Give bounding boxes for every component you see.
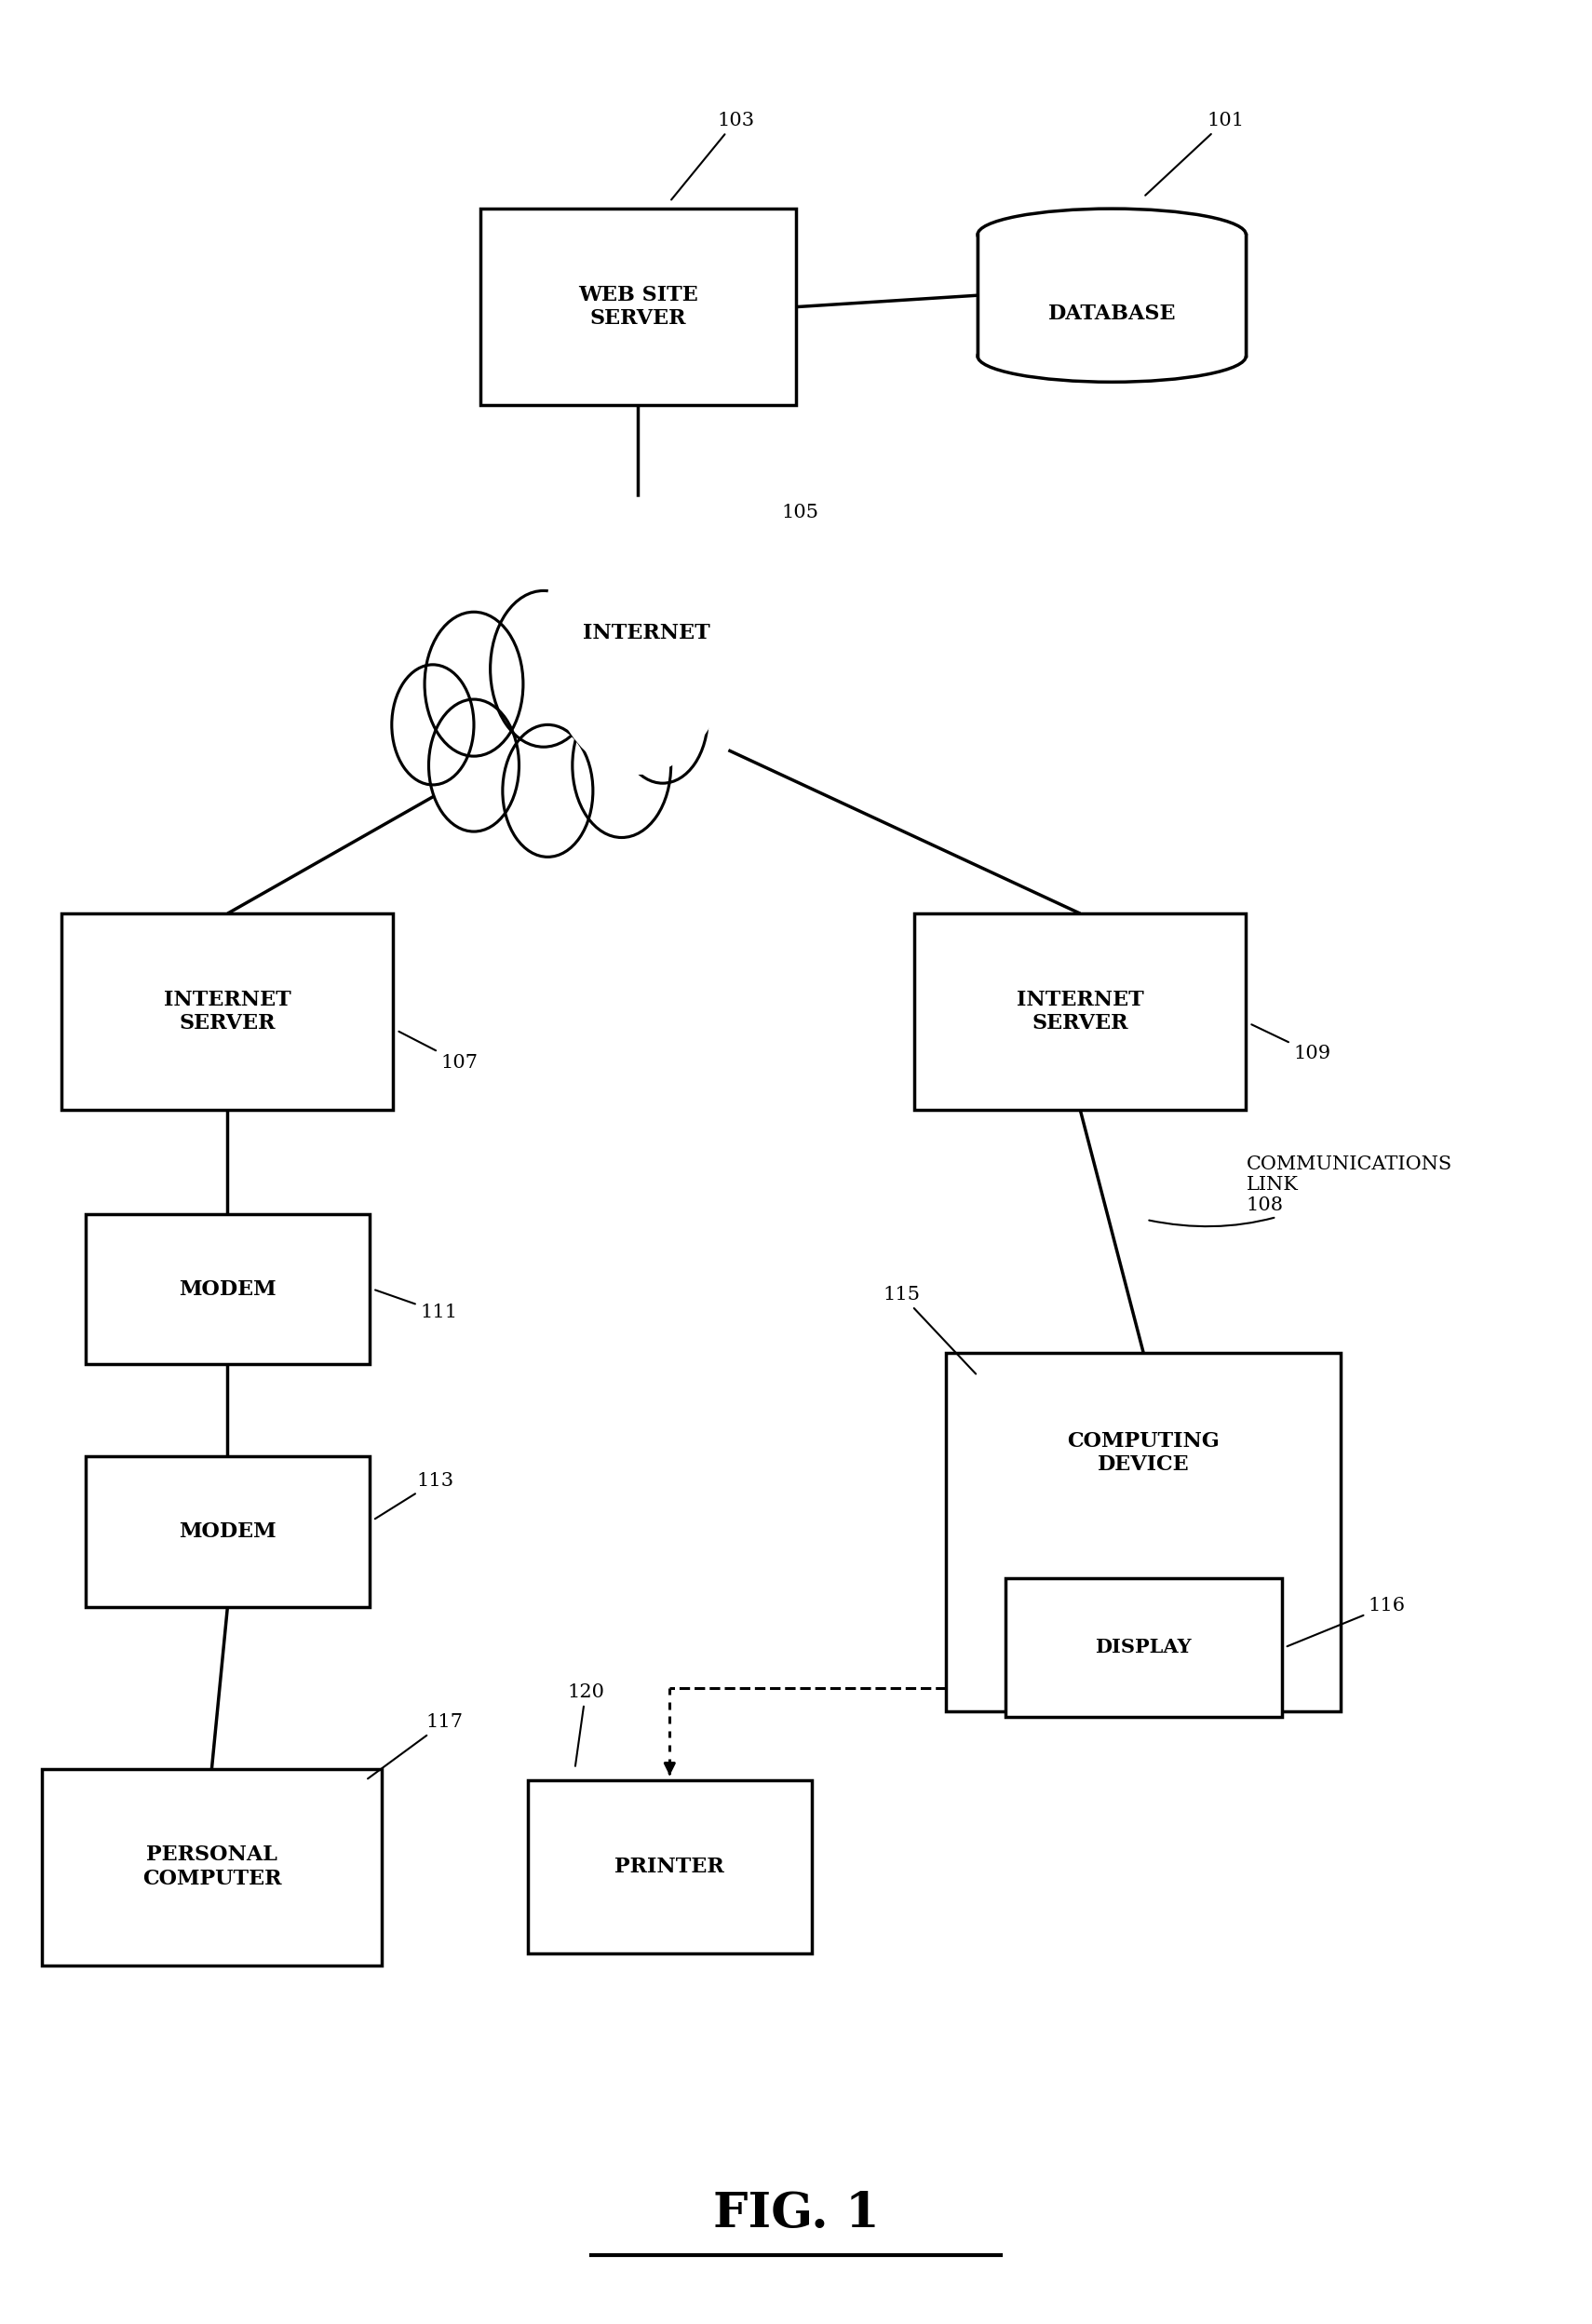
Text: WEB SITE
SERVER: WEB SITE SERVER: [578, 286, 697, 330]
Text: 109: 109: [1251, 1025, 1331, 1062]
Ellipse shape: [977, 209, 1247, 260]
Bar: [914, 913, 1247, 1111]
Circle shape: [392, 665, 474, 786]
Text: 117: 117: [368, 1713, 463, 1778]
Text: 113: 113: [376, 1471, 454, 1520]
Text: PRINTER: PRINTER: [615, 1857, 724, 1878]
Text: FIG. 1: FIG. 1: [713, 2189, 879, 2238]
Text: COMPUTING
DEVICE: COMPUTING DEVICE: [1067, 1432, 1219, 1476]
Circle shape: [564, 607, 662, 751]
Bar: [977, 235, 1247, 356]
Bar: [62, 913, 393, 1111]
Text: 107: 107: [398, 1032, 478, 1071]
Text: 103: 103: [672, 112, 755, 200]
Text: DISPLAY: DISPLAY: [1095, 1638, 1192, 1657]
Bar: [481, 209, 796, 404]
Text: 120: 120: [567, 1683, 605, 1766]
Circle shape: [503, 725, 592, 858]
Bar: [41, 1769, 382, 1966]
Text: PERSONAL
COMPUTER: PERSONAL COMPUTER: [142, 1845, 282, 1889]
Text: DATABASE: DATABASE: [1048, 304, 1176, 323]
Text: 111: 111: [376, 1290, 457, 1320]
Text: 115: 115: [884, 1285, 976, 1373]
Text: MODEM: MODEM: [178, 1522, 277, 1543]
Bar: [527, 1780, 812, 1954]
Circle shape: [573, 693, 670, 837]
Bar: [1005, 1578, 1282, 1717]
Circle shape: [428, 700, 519, 832]
Text: INTERNET: INTERNET: [583, 623, 710, 644]
Text: 116: 116: [1286, 1597, 1406, 1645]
Text: 101: 101: [1145, 112, 1243, 195]
Circle shape: [543, 497, 732, 774]
Circle shape: [425, 611, 524, 755]
Text: MODEM: MODEM: [178, 1278, 277, 1299]
Ellipse shape: [977, 330, 1247, 381]
Text: 105: 105: [782, 504, 818, 521]
Circle shape: [618, 651, 708, 783]
Circle shape: [490, 590, 597, 746]
Bar: [86, 1457, 369, 1606]
Bar: [946, 1353, 1340, 1710]
Text: COMMUNICATIONS
LINK
108: COMMUNICATIONS LINK 108: [1149, 1155, 1452, 1227]
Bar: [979, 235, 1245, 356]
Bar: [86, 1213, 369, 1364]
Text: INTERNET
SERVER: INTERNET SERVER: [164, 990, 291, 1034]
Text: INTERNET
SERVER: INTERNET SERVER: [1017, 990, 1145, 1034]
